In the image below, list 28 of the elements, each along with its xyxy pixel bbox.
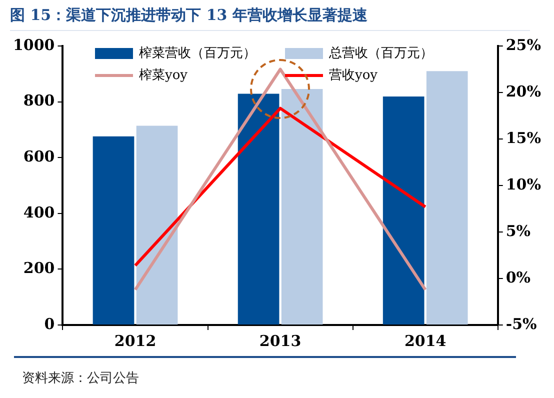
legend-label: 榨菜yoy [139,67,188,84]
y2-tick-label: 0% [506,268,531,286]
y-tick-label: 400 [23,203,55,222]
y-tick-label: 600 [23,147,55,166]
y2-tick-label: 10% [506,175,542,194]
legend-label: 总营收（百万元） [329,45,433,62]
bar [136,126,178,324]
bar [238,94,280,324]
x-tick-label: 2013 [259,332,302,350]
x-tick-label: 2014 [404,332,446,350]
bar [92,136,134,324]
y-tick-label: 1000 [13,36,55,54]
y-tick-label: 0 [44,314,55,333]
chart-title: 图 15：渠道下沉推进带动下 13 年营收增长显著提速 [10,6,368,25]
y-tick-label: 800 [23,92,55,110]
bar [382,96,424,324]
y2-tick-label: 15% [506,128,542,147]
y2-tick-label: 5% [506,222,531,240]
y2-tick-label: 20% [506,82,542,100]
x-tick-label: 2012 [114,332,156,350]
bar [426,71,468,324]
text: 资料来源：公司公告 [22,370,139,387]
legend-label: 营收yoy [329,67,378,84]
legend-label: 榨菜营收（百万元） [139,45,256,62]
y-tick-label: 200 [23,259,55,278]
y2-tick-label: 25% [506,36,542,54]
y2-tick-label: -5% [506,314,537,333]
bar [281,88,323,324]
